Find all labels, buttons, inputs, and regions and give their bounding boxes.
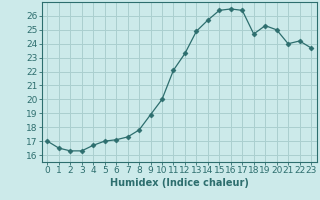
X-axis label: Humidex (Indice chaleur): Humidex (Indice chaleur) — [110, 178, 249, 188]
